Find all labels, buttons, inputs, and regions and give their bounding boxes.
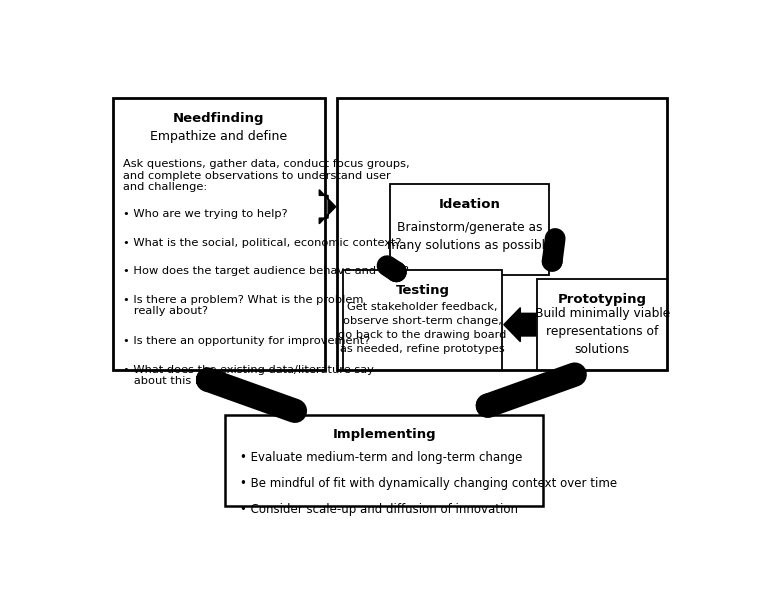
Text: • Is there a problem? What is the problem
   really about?: • Is there a problem? What is the proble…: [123, 294, 364, 316]
Polygon shape: [320, 190, 336, 224]
Text: Needfinding: Needfinding: [174, 112, 265, 125]
Text: • Is there an opportunity for improvement?: • Is there an opportunity for improvemen…: [123, 336, 371, 346]
Text: Brainstorm/generate as
many solutions as possible: Brainstorm/generate as many solutions as…: [387, 221, 552, 252]
Text: Empathize and define: Empathize and define: [151, 130, 288, 143]
Text: Ideation: Ideation: [438, 197, 501, 210]
Bar: [337, 98, 667, 370]
Text: Ask questions, gather data, conduct focus groups,
and complete observations to u: Ask questions, gather data, conduct focu…: [123, 159, 410, 193]
Text: • Who are we trying to help?: • Who are we trying to help?: [123, 209, 288, 219]
Bar: [342, 270, 502, 370]
Bar: [390, 184, 549, 274]
Text: • What does the existing data/literature say
   about this issue?: • What does the existing data/literature…: [123, 365, 374, 386]
Bar: [113, 98, 325, 370]
Text: • How does the target audience behave and why?: • How does the target audience behave an…: [123, 266, 409, 276]
Text: Build minimally viable
representations of
solutions: Build minimally viable representations o…: [535, 307, 670, 356]
Bar: [537, 279, 667, 370]
Text: • Evaluate medium-term and long-term change: • Evaluate medium-term and long-term cha…: [240, 451, 522, 464]
Text: Implementing: Implementing: [333, 428, 436, 441]
Text: • What is the social, political, economic context?: • What is the social, political, economi…: [123, 237, 402, 247]
Text: Get stakeholder feedback,
observe short-term change,
go back to the drawing boar: Get stakeholder feedback, observe short-…: [338, 302, 507, 355]
Text: • Be mindful of fit with dynamically changing context over time: • Be mindful of fit with dynamically cha…: [240, 477, 616, 490]
Bar: [225, 415, 543, 506]
Text: • Consider scale-up and diffusion of innovation: • Consider scale-up and diffusion of inn…: [240, 504, 517, 517]
Polygon shape: [504, 307, 536, 342]
Text: Prototyping: Prototyping: [558, 293, 647, 306]
Text: Testing: Testing: [396, 284, 450, 297]
